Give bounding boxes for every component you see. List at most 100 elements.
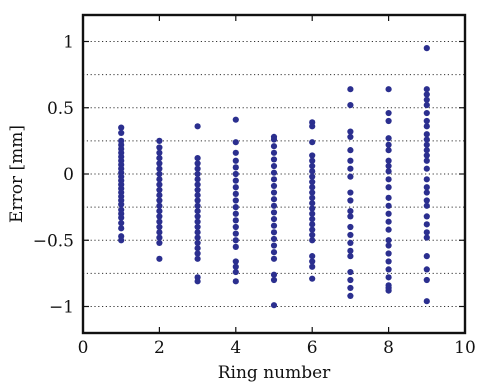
data-point bbox=[232, 157, 239, 164]
data-point bbox=[385, 117, 392, 125]
data-point bbox=[194, 218, 201, 225]
data-point bbox=[347, 253, 354, 260]
data-point bbox=[309, 263, 316, 270]
y-tick-label: 0 bbox=[63, 165, 74, 185]
data-point bbox=[194, 197, 201, 204]
data-point bbox=[347, 173, 354, 180]
data-point bbox=[194, 213, 201, 220]
data-point bbox=[385, 202, 392, 209]
data-point bbox=[232, 204, 239, 211]
data-point bbox=[423, 117, 430, 125]
data-point bbox=[309, 162, 316, 170]
data-point bbox=[347, 147, 354, 154]
data-point bbox=[309, 205, 316, 212]
data-point bbox=[156, 137, 163, 144]
data-point bbox=[423, 123, 430, 130]
data-point bbox=[232, 210, 239, 217]
y-axis-title: Error [mm] bbox=[7, 125, 27, 223]
data-point bbox=[194, 223, 201, 231]
data-point bbox=[194, 234, 201, 241]
data-point bbox=[232, 190, 239, 197]
data-point bbox=[194, 245, 201, 252]
data-point bbox=[118, 225, 125, 232]
x-axis-title: Ring number bbox=[218, 363, 331, 383]
data-point bbox=[232, 139, 239, 146]
data-point bbox=[347, 231, 354, 239]
data-point bbox=[309, 226, 316, 233]
x-tick-label: 0 bbox=[78, 338, 89, 358]
data-point bbox=[347, 197, 354, 204]
data-point bbox=[385, 242, 392, 249]
data-point bbox=[423, 276, 430, 284]
data-point bbox=[270, 169, 278, 176]
data-point bbox=[156, 208, 163, 215]
data-point bbox=[156, 229, 163, 236]
data-point bbox=[309, 258, 316, 265]
data-point bbox=[156, 186, 163, 193]
data-point bbox=[385, 237, 392, 244]
y-tick-label: 1 bbox=[63, 33, 74, 53]
data-point bbox=[347, 208, 354, 215]
data-point bbox=[194, 202, 201, 209]
data-point bbox=[385, 258, 392, 265]
data-point bbox=[156, 239, 163, 246]
data-point bbox=[156, 202, 163, 209]
data-point bbox=[423, 86, 430, 93]
data-point bbox=[309, 237, 316, 244]
data-point bbox=[156, 144, 163, 151]
data-point bbox=[270, 242, 278, 249]
data-point bbox=[423, 136, 430, 143]
data-point bbox=[423, 157, 430, 164]
data-point bbox=[423, 96, 430, 103]
data-point bbox=[423, 152, 430, 159]
data-point bbox=[423, 147, 430, 154]
data-point bbox=[232, 170, 239, 178]
data-point bbox=[232, 197, 239, 204]
data-point bbox=[270, 302, 278, 309]
data-points bbox=[118, 45, 430, 309]
data-point bbox=[347, 102, 354, 109]
data-point bbox=[385, 147, 392, 154]
data-point bbox=[156, 176, 163, 183]
data-point bbox=[194, 181, 201, 188]
data-point bbox=[385, 176, 392, 183]
data-point bbox=[194, 208, 201, 215]
data-point bbox=[423, 189, 430, 196]
data-point bbox=[309, 139, 316, 146]
data-point bbox=[232, 243, 239, 250]
data-point bbox=[309, 157, 316, 164]
data-point bbox=[385, 226, 392, 233]
data-point bbox=[270, 235, 278, 243]
data-point bbox=[347, 223, 354, 231]
data-point bbox=[194, 278, 201, 285]
data-point bbox=[385, 218, 392, 225]
data-point bbox=[270, 162, 278, 170]
data-point bbox=[156, 149, 163, 156]
data-point bbox=[232, 258, 239, 265]
data-point bbox=[347, 213, 354, 220]
data-point bbox=[232, 116, 239, 123]
data-point bbox=[156, 192, 163, 199]
data-point bbox=[156, 255, 163, 262]
data-point bbox=[385, 194, 392, 201]
data-point bbox=[347, 157, 354, 164]
x-tick-label: 8 bbox=[383, 338, 394, 358]
data-point bbox=[270, 176, 278, 183]
data-point bbox=[232, 268, 239, 276]
data-point bbox=[270, 209, 278, 216]
data-point bbox=[156, 223, 163, 231]
data-point bbox=[309, 184, 316, 191]
data-point bbox=[194, 160, 201, 167]
data-point bbox=[385, 210, 392, 217]
data-point bbox=[156, 181, 163, 188]
data-point bbox=[423, 213, 430, 220]
data-point bbox=[270, 229, 278, 236]
data-point bbox=[309, 221, 316, 228]
data-point bbox=[423, 141, 430, 148]
data-point bbox=[423, 253, 430, 260]
data-point bbox=[347, 284, 354, 292]
data-point bbox=[194, 229, 201, 236]
data-point bbox=[118, 124, 125, 131]
data-point bbox=[194, 250, 201, 257]
data-point bbox=[270, 196, 278, 203]
